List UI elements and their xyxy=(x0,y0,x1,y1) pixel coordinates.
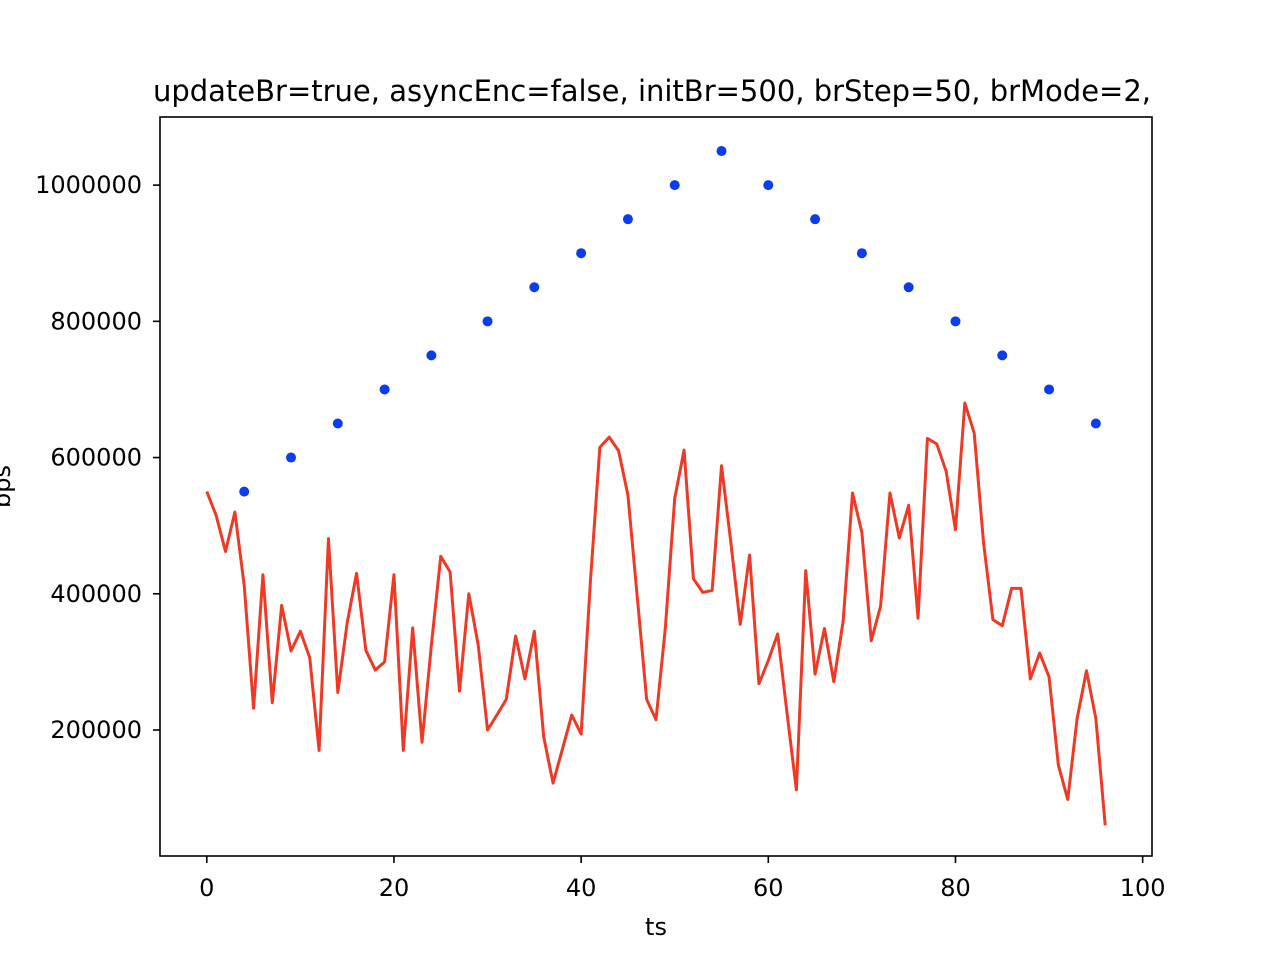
data-point xyxy=(426,350,437,361)
x-tick-label: 40 xyxy=(566,874,597,902)
y-axis-title: bps xyxy=(0,465,16,508)
data-point xyxy=(286,452,297,463)
data-point xyxy=(379,384,390,395)
data-point xyxy=(332,418,343,429)
data-point xyxy=(1044,384,1055,395)
x-tick-label: 0 xyxy=(199,874,214,902)
data-point xyxy=(950,316,961,327)
data-point xyxy=(810,214,821,225)
x-tick-label: 80 xyxy=(940,874,971,902)
chart-title: updateBr=true, asyncEnc=false, initBr=50… xyxy=(153,74,1151,108)
data-point xyxy=(576,248,587,259)
data-point xyxy=(669,180,680,191)
data-point xyxy=(482,316,493,327)
data-point xyxy=(997,350,1008,361)
y-tick-label: 1000000 xyxy=(35,171,142,199)
data-point xyxy=(716,146,727,157)
data-point xyxy=(1090,418,1101,429)
data-point xyxy=(763,180,774,191)
data-point xyxy=(622,214,633,225)
y-tick-label: 200000 xyxy=(50,716,142,744)
data-point xyxy=(529,282,540,293)
x-tick-label: 20 xyxy=(379,874,410,902)
series-line xyxy=(205,401,1107,826)
axes-frame xyxy=(159,116,1153,857)
y-tick-label: 800000 xyxy=(50,307,142,335)
y-tick-label: 600000 xyxy=(50,444,142,472)
y-tick-label: 400000 xyxy=(50,580,142,608)
data-point xyxy=(239,486,250,497)
data-point xyxy=(903,282,914,293)
x-axis-title: ts xyxy=(645,913,667,941)
x-tick-label: 100 xyxy=(1120,874,1166,902)
x-tick-label: 60 xyxy=(753,874,784,902)
data-point xyxy=(856,248,867,259)
